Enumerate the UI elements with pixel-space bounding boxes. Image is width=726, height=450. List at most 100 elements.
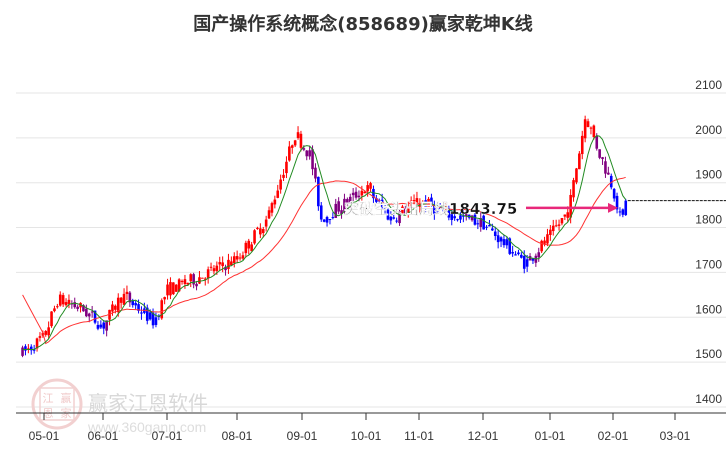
candlestick [525,259,529,267]
candlestick [491,228,494,231]
x-tick-label: 06-01 [88,429,119,443]
candlestick [259,228,262,235]
candlestick [73,302,77,308]
candlestick [609,175,613,188]
x-tick-label: 12-01 [468,429,499,443]
candlestick [464,214,468,217]
x-tick-label: 11-01 [404,429,434,443]
candlestick [575,168,578,183]
candlestick [232,256,236,263]
candlestick [50,311,53,327]
candlestick [372,188,375,199]
candlestick [366,185,369,192]
candlestick [212,268,216,272]
candlestick [433,205,436,214]
candlesticks [21,115,628,358]
candlestick [459,215,462,220]
candlestick [534,255,538,263]
candlestick [116,297,120,313]
candlestick [154,317,158,325]
candlestick [493,231,497,237]
candlestick [563,214,567,217]
candlestick [215,265,219,271]
candlestick [607,172,610,175]
candlestick [96,324,100,329]
candlestick [496,235,500,243]
candlestick [386,209,390,220]
candlestick [305,150,309,157]
candlestick [288,146,291,161]
candlestick [421,201,425,203]
candlestick [270,203,274,213]
svg-text:江: 江 [43,392,54,405]
candlestick [406,206,410,213]
candlestick [76,306,79,309]
candlestick [314,167,317,179]
x-tick-label: 02-01 [598,429,629,443]
watermark-logo-icon: 江 赢 恩 家 [31,378,83,430]
candlestick [82,305,85,312]
candlestick [488,224,491,227]
candlestick [290,145,294,148]
candlestick [285,161,288,174]
candlestick [21,347,24,356]
candlestick [389,216,393,221]
candlestick [27,348,30,350]
candlestick [624,200,628,216]
candlestick [35,338,39,349]
candlestick [209,266,213,268]
grid-lines [16,92,726,408]
x-tick-label: 09-01 [287,429,318,443]
candlestick [238,257,242,259]
candlestick [325,216,329,223]
candlestick [172,282,175,295]
candlestick [282,174,285,178]
y-tick-label: 1500 [695,347,722,361]
candlestick [308,150,311,157]
candlestick [183,279,187,285]
candlestick [131,300,135,306]
x-tick-label: 07-01 [152,429,183,443]
candlestick [604,161,607,174]
candlestick [85,308,88,317]
x-tick-label: 01-01 [535,429,566,443]
candlestick [140,312,143,314]
y-tick-label: 2100 [695,78,722,92]
candlestick [44,330,48,335]
breakout-arrow [526,202,618,213]
candlestick [537,252,541,258]
candlestick [105,320,108,331]
candlestick [554,225,558,227]
candlestick [427,198,430,208]
candlestick [557,224,561,226]
candlestick [247,240,251,249]
candlestick [618,211,622,213]
y-tick-label: 1600 [695,302,722,316]
y-tick-label: 1400 [695,392,722,406]
candlestick [293,140,297,146]
x-tick-label: 05-01 [29,429,60,443]
candlestick [299,133,303,148]
candlestick [122,293,126,305]
candlestick [549,229,552,235]
candlestick [195,283,198,287]
candlestick [546,234,549,244]
candlestick [551,225,555,232]
candlestick [186,282,190,285]
candlestick [502,239,506,246]
x-tick-label: 10-01 [351,429,382,443]
candlestick [566,212,570,218]
candlestick [337,201,340,212]
candlestick [331,217,335,219]
candlestick [160,300,164,319]
ma-short-line [22,135,627,350]
candlestick [206,269,210,279]
candlestick [264,219,268,227]
candlestick [508,238,512,254]
candlestick [273,199,277,205]
candlestick [134,303,137,306]
candlestick [395,220,398,222]
candlestick [401,206,404,214]
candlestick [435,206,439,212]
